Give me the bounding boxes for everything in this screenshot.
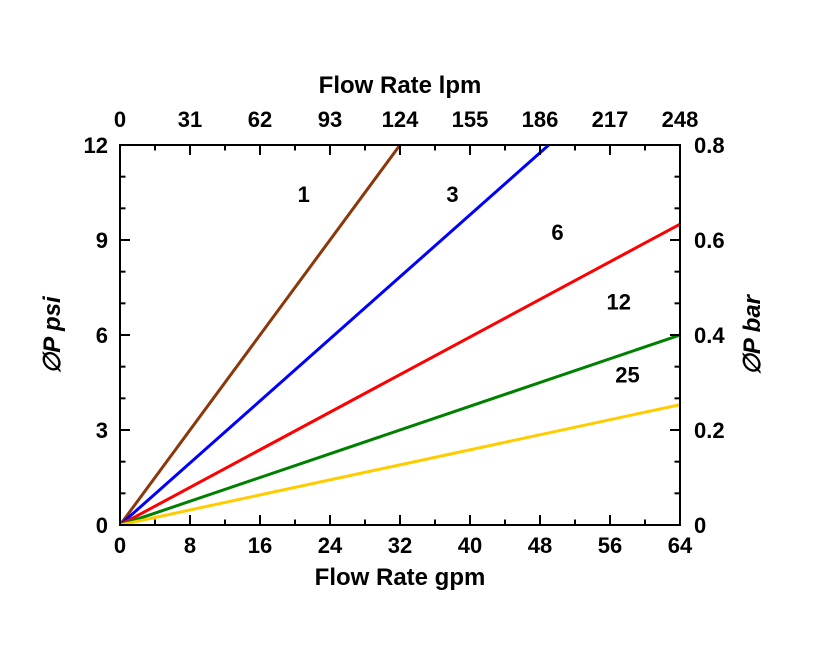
x-bottom-tick-label: 24	[318, 533, 343, 558]
x-bottom-tick-label: 48	[528, 533, 552, 558]
x-bottom-title: Flow Rate gpm	[315, 564, 486, 591]
y-left-tick-label: 3	[96, 418, 108, 443]
y-right-tick-label: 0.2	[694, 418, 725, 443]
x-bottom-tick-label: 0	[114, 533, 126, 558]
chart-container: 0816243240485664Flow Rate gpm03162931241…	[0, 0, 826, 647]
series-label: 6	[551, 220, 563, 245]
y-right-tick-label: 0	[694, 513, 706, 538]
series-label: 3	[446, 182, 458, 207]
x-bottom-tick-label: 16	[248, 533, 272, 558]
x-bottom-tick-label: 8	[184, 533, 196, 558]
y-left-tick-label: 0	[96, 513, 108, 538]
x-top-tick-label: 93	[318, 107, 342, 132]
x-top-tick-label: 217	[592, 107, 629, 132]
y-left-tick-label: 12	[84, 133, 108, 158]
x-top-tick-label: 155	[452, 107, 489, 132]
y-right-tick-label: 0.4	[694, 323, 725, 348]
x-bottom-tick-label: 56	[598, 533, 622, 558]
series-label: 25	[615, 363, 639, 388]
x-bottom-tick-label: 64	[668, 533, 693, 558]
x-top-tick-label: 62	[248, 107, 272, 132]
y-left-tick-label: 6	[96, 323, 108, 348]
y-right-title: ∅P bar	[739, 293, 766, 375]
x-top-tick-label: 124	[382, 107, 419, 132]
y-right-tick-label: 0.6	[694, 228, 725, 253]
x-top-tick-label: 248	[662, 107, 699, 132]
series-label: 1	[298, 182, 310, 207]
pressure-flow-chart: 0816243240485664Flow Rate gpm03162931241…	[0, 0, 826, 647]
x-top-tick-label: 31	[178, 107, 202, 132]
x-bottom-tick-label: 32	[388, 533, 412, 558]
x-top-tick-label: 186	[522, 107, 559, 132]
y-left-tick-label: 9	[96, 228, 108, 253]
x-bottom-tick-label: 40	[458, 533, 482, 558]
y-left-title: ∅P psi	[39, 295, 66, 374]
y-right-tick-label: 0.8	[694, 133, 725, 158]
series-label: 12	[607, 290, 631, 315]
x-top-title: Flow Rate lpm	[319, 72, 482, 99]
x-top-tick-label: 0	[114, 107, 126, 132]
